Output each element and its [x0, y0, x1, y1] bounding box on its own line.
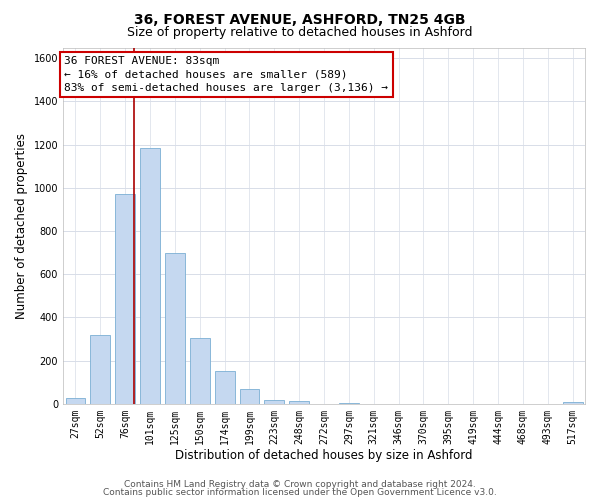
- Bar: [91, 334, 110, 404]
- Bar: [115, 194, 135, 404]
- Text: Contains HM Land Registry data © Crown copyright and database right 2024.: Contains HM Land Registry data © Crown c…: [124, 480, 476, 489]
- Bar: [215, 372, 235, 404]
- Bar: [190, 338, 209, 404]
- Text: 36 FOREST AVENUE: 83sqm
← 16% of detached houses are smaller (589)
83% of semi-d: 36 FOREST AVENUE: 83sqm ← 16% of detache…: [64, 56, 388, 92]
- Bar: [239, 388, 259, 404]
- Y-axis label: Number of detached properties: Number of detached properties: [15, 132, 28, 318]
- X-axis label: Distribution of detached houses by size in Ashford: Distribution of detached houses by size …: [175, 450, 473, 462]
- Text: Contains public sector information licensed under the Open Government Licence v3: Contains public sector information licen…: [103, 488, 497, 497]
- Bar: [165, 252, 185, 404]
- Bar: [140, 148, 160, 404]
- Bar: [265, 400, 284, 404]
- Text: 36, FOREST AVENUE, ASHFORD, TN25 4GB: 36, FOREST AVENUE, ASHFORD, TN25 4GB: [134, 12, 466, 26]
- Bar: [339, 403, 359, 404]
- Bar: [563, 402, 583, 404]
- Bar: [289, 400, 309, 404]
- Text: Size of property relative to detached houses in Ashford: Size of property relative to detached ho…: [127, 26, 473, 39]
- Bar: [65, 398, 85, 404]
